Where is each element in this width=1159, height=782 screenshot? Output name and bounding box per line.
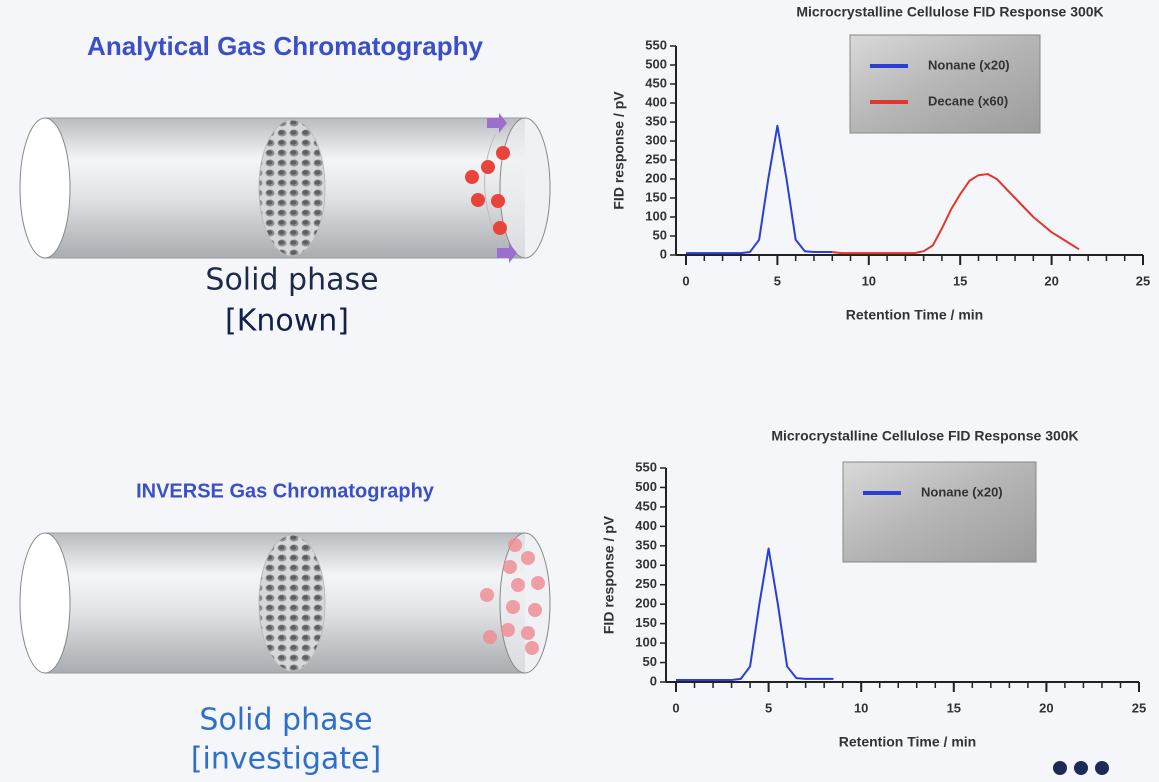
y-tick-label: 350 (645, 113, 667, 128)
y-tick-label: 300 (645, 132, 667, 147)
legend-label: Nonane (x20) (921, 484, 1003, 499)
legend-box (842, 461, 1037, 563)
x-tick-label: 15 (953, 273, 967, 288)
chart: Microcrystalline Cellulose FID Response … (601, 428, 1147, 750)
y-tick-label: 550 (645, 37, 667, 52)
diagram-title: Analytical Gas Chromatography (87, 31, 483, 61)
chart-title: Microcrystalline Cellulose FID Response … (771, 428, 1078, 444)
x-tick-label: 10 (862, 273, 876, 288)
phase-sublabel: [investigate] (191, 742, 381, 777)
x-tick-label: 10 (854, 700, 868, 715)
y-tick-label: 100 (635, 635, 657, 650)
x-tick-label: 5 (774, 273, 781, 288)
y-tick-label: 50 (643, 654, 657, 669)
y-axis-label: FID response / pV (601, 515, 617, 634)
molecules (480, 538, 545, 655)
series-line (832, 173, 1080, 255)
front (484, 134, 506, 256)
chart-title: Microcrystalline Cellulose FID Response … (796, 4, 1103, 20)
y-tick-label: 200 (645, 170, 667, 185)
legend-label: Decane (x60) (928, 93, 1008, 108)
series-line (676, 547, 834, 682)
y-tick-label: 450 (645, 75, 667, 90)
x-tick-label: 25 (1132, 700, 1146, 715)
y-axis-label: FID response / pV (611, 91, 627, 210)
legend-label: Nonane (x20) (928, 57, 1010, 72)
y-tick-label: 450 (635, 498, 657, 513)
y-tick-label: 500 (635, 479, 657, 494)
y-tick-label: 550 (635, 459, 657, 474)
y-tick-label: 300 (635, 557, 657, 572)
y-tick-label: 350 (635, 537, 657, 552)
bottom-diagram: INVERSE Gas Chromatography Solid phase [… (19, 480, 551, 777)
y-tick-label: 50 (653, 227, 667, 242)
series-line (686, 124, 833, 255)
x-axis-label: Retention Time / min (839, 734, 976, 750)
column (19, 532, 551, 674)
y-tick-label: 0 (650, 673, 657, 688)
phase-sublabel: [Known] (225, 304, 349, 339)
top-diagram: Analytical Gas Chromatography Solid phas… (19, 31, 551, 339)
x-tick-label: 5 (765, 700, 772, 715)
x-tick-label: 0 (682, 273, 689, 288)
y-tick-label: 150 (635, 615, 657, 630)
molecules (465, 146, 510, 235)
y-tick-label: 500 (645, 56, 667, 71)
legend-box (849, 34, 1041, 134)
nav-dots (1053, 761, 1109, 775)
x-tick-label: 20 (1039, 700, 1053, 715)
y-tick-label: 400 (645, 94, 667, 109)
y-tick-label: 250 (635, 576, 657, 591)
x-tick-label: 15 (947, 700, 961, 715)
y-tick-label: 400 (635, 518, 657, 533)
phase-label: Solid phase (199, 703, 372, 738)
y-tick-label: 250 (645, 151, 667, 166)
phase-label: Solid phase (205, 263, 378, 298)
column (19, 117, 551, 259)
arrow (487, 113, 507, 133)
x-tick-label: 20 (1044, 273, 1058, 288)
x-tick-label: 0 (672, 700, 679, 715)
y-tick-label: 150 (645, 189, 667, 204)
arrow (497, 243, 517, 263)
chart: Microcrystalline Cellulose FID Response … (611, 4, 1151, 323)
x-tick-label: 25 (1136, 273, 1150, 288)
y-tick-label: 0 (660, 246, 667, 261)
y-tick-label: 200 (635, 596, 657, 611)
x-axis-label: Retention Time / min (846, 307, 983, 323)
y-tick-label: 100 (645, 208, 667, 223)
diagram-title: INVERSE Gas Chromatography (136, 480, 435, 502)
